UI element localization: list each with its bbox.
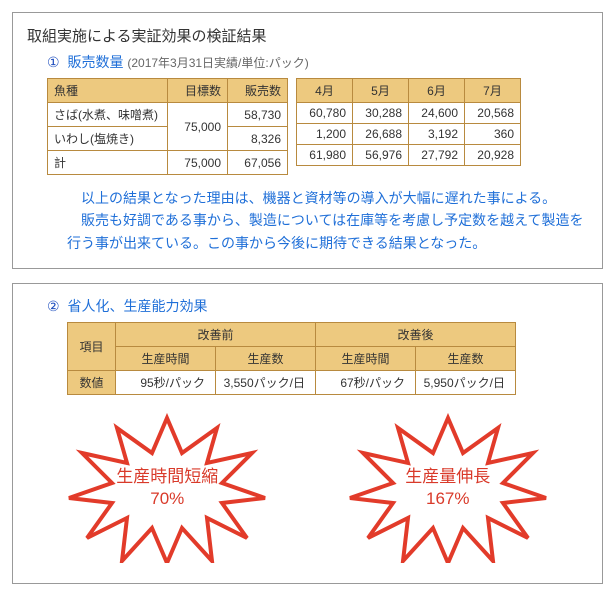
burst-time: 生産時間短縮 70%: [67, 413, 267, 563]
t2-h3: 7月: [465, 79, 521, 103]
t1-r2-sales: 67,056: [228, 151, 288, 175]
burst2-line2: 167%: [426, 488, 469, 510]
section1-num: ①: [47, 54, 60, 70]
t3-sub-h2: 生産時間: [316, 347, 416, 371]
t2-r2c0: 61,980: [297, 145, 353, 166]
t3-sub-h1: 生産数: [216, 347, 316, 371]
section1-label: 販売数量: [67, 54, 123, 70]
sales-table-right: 4月 5月 6月 7月 60,780 30,288 24,600 20,568 …: [296, 78, 521, 166]
t1-h2: 販売数: [228, 79, 288, 103]
t2-r2c2: 27,792: [409, 145, 465, 166]
t3-v2: 67秒/パック: [316, 371, 416, 395]
sales-note: 以上の結果となった理由は、機器と資材等の導入が大幅に遅れた事による。 販売も好調…: [67, 187, 588, 254]
t1-r1-fish: いわし(塩焼き): [48, 127, 168, 151]
t3-v0: 95秒/パック: [116, 371, 216, 395]
t3-sub-h0: 生産時間: [116, 347, 216, 371]
section1-paren: (2017年3月31日実績/単位:パック): [127, 56, 308, 70]
t2-r1c0: 1,200: [297, 124, 353, 145]
note-line-0: 以上の結果となった理由は、機器と資材等の導入が大幅に遅れた事による。: [67, 187, 588, 209]
panel-productivity: ② 省人化、生産能力効果 項目 改善前 改善後 生産時間 生産数 生産時間 生産…: [12, 283, 603, 584]
t2-h2: 6月: [409, 79, 465, 103]
t2-r1c2: 3,192: [409, 124, 465, 145]
sales-table-left: 魚種 目標数 販売数 さば(水煮、味噌煮) 75,000 58,730 いわし(…: [47, 78, 288, 175]
t2-r1c1: 26,688: [353, 124, 409, 145]
t1-r2-target: 75,000: [168, 151, 228, 175]
t3-row-header: 項目: [68, 323, 116, 371]
t2-r1c3: 360: [465, 124, 521, 145]
t3-v3: 5,950パック/日: [416, 371, 516, 395]
t1-r0-fish: さば(水煮、味噌煮): [48, 103, 168, 127]
sales-tables: 魚種 目標数 販売数 さば(水煮、味噌煮) 75,000 58,730 いわし(…: [47, 78, 588, 175]
burst1-line1: 生産時間短縮: [116, 466, 218, 488]
t3-v1: 3,550パック/日: [216, 371, 316, 395]
burst1-line2: 70%: [150, 488, 184, 510]
t2-r0c3: 20,568: [465, 103, 521, 124]
section2-title: ② 省人化、生産能力効果: [47, 296, 588, 316]
t2-h1: 5月: [353, 79, 409, 103]
t3-top-h0: 改善前: [116, 323, 316, 347]
t3-sub-h3: 生産数: [416, 347, 516, 371]
main-title: 取組実施による実証効果の検証結果: [27, 25, 588, 46]
t1-r2-fish: 計: [48, 151, 168, 175]
panel-sales: 取組実施による実証効果の検証結果 ① 販売数量 (2017年3月31日実績/単位…: [12, 12, 603, 269]
productivity-table: 項目 改善前 改善後 生産時間 生産数 生産時間 生産数 数値 95秒/パック …: [67, 322, 516, 395]
t2-r0c0: 60,780: [297, 103, 353, 124]
t1-h1: 目標数: [168, 79, 228, 103]
burst-volume-text: 生産量伸長 167%: [348, 413, 548, 563]
t2-r2c3: 20,928: [465, 145, 521, 166]
t2-r0c2: 24,600: [409, 103, 465, 124]
section2-label: 省人化、生産能力効果: [67, 298, 207, 314]
t1-r1-sales: 8,326: [228, 127, 288, 151]
t1-r0-target: 75,000: [168, 103, 228, 151]
t2-r2c1: 56,976: [353, 145, 409, 166]
t2-h0: 4月: [297, 79, 353, 103]
burst-volume: 生産量伸長 167%: [348, 413, 548, 563]
section1-title: ① 販売数量 (2017年3月31日実績/単位:パック): [47, 52, 588, 72]
t1-r0-sales: 58,730: [228, 103, 288, 127]
t3-value-label: 数値: [68, 371, 116, 395]
section2-num: ②: [47, 298, 60, 314]
burst-time-text: 生産時間短縮 70%: [67, 413, 267, 563]
t1-h0: 魚種: [48, 79, 168, 103]
burst2-line1: 生産量伸長: [405, 466, 490, 488]
bursts-row: 生産時間短縮 70% 生産量伸長 167%: [27, 413, 588, 563]
t3-top-h1: 改善後: [316, 323, 516, 347]
t2-r0c1: 30,288: [353, 103, 409, 124]
note-line-1: 販売も好調である事から、製造については在庫等を考慮し予定数を越えて製造を行う事が…: [67, 209, 588, 254]
